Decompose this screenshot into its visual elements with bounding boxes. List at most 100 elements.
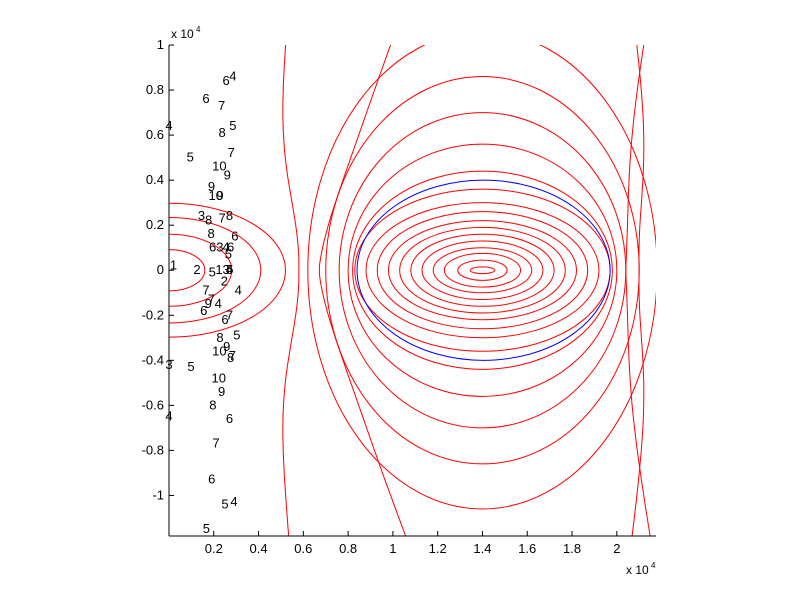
- y-tick-label: 0.4: [146, 172, 164, 187]
- x-tick-label: 1.8: [563, 541, 581, 556]
- contour-line: [387, 220, 578, 321]
- contour-label: 4: [222, 240, 229, 255]
- contour-label: 6: [209, 240, 216, 255]
- contour-label: 9: [208, 179, 215, 194]
- contour-line: [169, 216, 262, 324]
- x-tick-label: 2: [613, 541, 620, 556]
- contour-line: [282, 45, 300, 536]
- contour-label: 5: [187, 150, 194, 165]
- contour-label: 8: [205, 213, 212, 228]
- contour-label: 6: [222, 73, 229, 88]
- y-tick-label: 1: [157, 37, 164, 52]
- y-tick-label: 0: [157, 262, 164, 277]
- contour-line: [457, 259, 508, 281]
- y-tick-label: -0.6: [142, 397, 164, 412]
- contour-label: 8: [218, 125, 225, 140]
- contour-label: 5: [229, 118, 236, 133]
- y-tick-label: 0.8: [146, 82, 164, 97]
- contour-label: 7: [229, 348, 236, 363]
- contour-line: [432, 247, 533, 294]
- contour-label: 5: [233, 328, 240, 343]
- x-tick-label: 1: [389, 541, 396, 556]
- contour-line: [318, 45, 407, 536]
- contour-label: 9: [223, 339, 230, 354]
- contour-line: [421, 240, 544, 301]
- contour-label: 8: [209, 397, 216, 412]
- contour-label: 7: [202, 283, 209, 298]
- contour-label: 2: [193, 262, 200, 277]
- x-tick-label: 1.6: [518, 541, 536, 556]
- contour-line: [399, 226, 566, 314]
- contour-label: 6: [221, 312, 228, 327]
- contour-label: 8: [216, 330, 223, 345]
- contour-label: 2: [221, 273, 228, 288]
- contour-line: [376, 211, 589, 330]
- y-exponent-label: x 10 4: [171, 25, 201, 41]
- x-ticks: 0.2 0.4 0.6 0.8 1 1.2 1.4 1.6 1.8 2: [205, 531, 620, 556]
- contour-label: 7: [228, 145, 235, 160]
- contour-label: 8: [227, 350, 234, 365]
- x-tick-label: 1.2: [429, 541, 447, 556]
- contour-label: 4: [235, 283, 242, 298]
- contour-label: 10: [209, 188, 223, 203]
- contour-label: 1: [170, 258, 177, 273]
- contour-label: 6: [231, 228, 238, 243]
- contour-line: [325, 76, 640, 465]
- y-tick-label: -0.2: [142, 307, 164, 322]
- contour-line: [365, 202, 600, 339]
- boundary-curve: [356, 179, 611, 361]
- contour-label: 5: [187, 359, 194, 374]
- y-exponent-power: 4: [196, 25, 201, 34]
- contour-label: 7: [208, 292, 215, 307]
- contour-label: 4: [226, 262, 233, 277]
- contour-line: [469, 266, 496, 275]
- x-tick-label: 0.8: [339, 541, 357, 556]
- contour-label: 5: [225, 246, 232, 261]
- contour-label: 3: [198, 208, 205, 223]
- contour-label: 7: [226, 307, 233, 322]
- x-tick-label: 0.2: [205, 541, 223, 556]
- x-exponent-label: x 10 4: [626, 561, 656, 577]
- y-exponent-text: x 10: [171, 27, 194, 41]
- contour-line: [338, 112, 627, 429]
- contour-label: 3: [216, 240, 223, 255]
- y-ticks: 1 0.8 0.6 0.4 0.2 0 -0.2 -0.4 -0.6 -0.8 -1: [142, 37, 174, 502]
- contour-label: 5: [221, 496, 228, 511]
- contour-label: 6: [227, 240, 234, 255]
- contour-line: [352, 170, 613, 370]
- contour-line: [169, 202, 286, 338]
- x-tick-label: 1.4: [473, 541, 491, 556]
- boundary-ellipse: [356, 179, 611, 361]
- plot-area: [169, 45, 656, 536]
- contour-line: [443, 252, 522, 288]
- contour-label: 9: [216, 188, 223, 203]
- contour-label: 9: [224, 168, 231, 183]
- contour-line: [169, 233, 233, 307]
- contour-label: 5: [203, 521, 210, 536]
- x-tick-label: 0.4: [250, 541, 268, 556]
- x-exponent-power: 4: [651, 561, 656, 570]
- contour-line: [631, 45, 645, 536]
- contour-line: [625, 45, 651, 536]
- contour-line: [347, 143, 618, 397]
- contour-label: 8: [226, 208, 233, 223]
- contour-label: 6: [200, 303, 207, 318]
- contour-label: 7: [212, 436, 219, 451]
- contour-label: 10: [211, 370, 225, 385]
- y-tick-label: -0.8: [142, 442, 164, 457]
- contour-label: 6: [208, 472, 215, 487]
- contour-label: 4: [229, 69, 236, 84]
- contour-label: 9: [205, 296, 212, 311]
- contour-label: 7: [218, 210, 225, 225]
- y-tick-label: -0.4: [142, 352, 164, 367]
- y-tick-label: 0.6: [146, 127, 164, 142]
- contour-line: [169, 249, 206, 292]
- contour-label: 10: [212, 159, 226, 174]
- contour-label: 8: [207, 226, 214, 241]
- contour-label: 4: [230, 494, 237, 509]
- contour-label: 9: [218, 384, 225, 399]
- contour-label: 4: [215, 296, 222, 311]
- contour-label: 3: [222, 262, 229, 277]
- x-exponent-text: x 10: [626, 563, 649, 577]
